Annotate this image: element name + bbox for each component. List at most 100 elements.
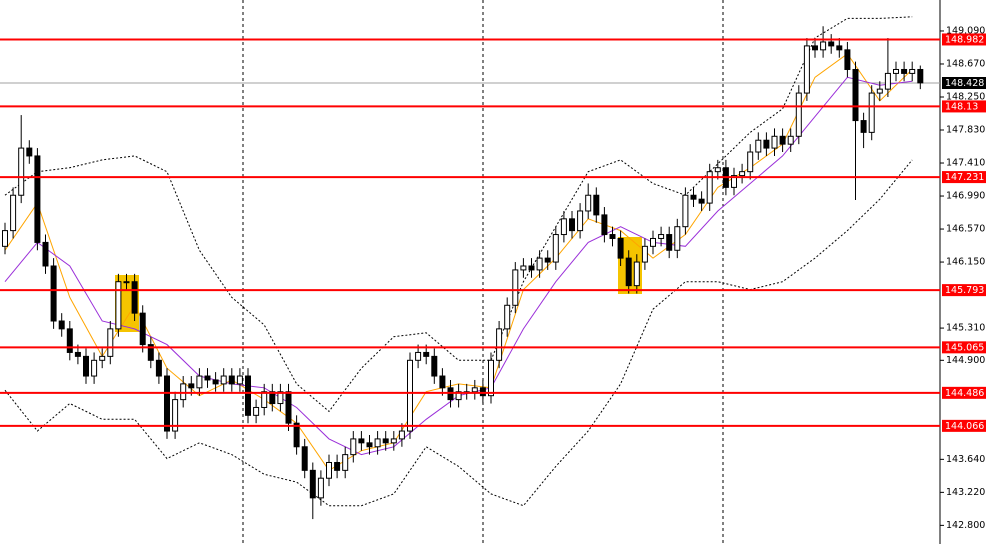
- candle-body: [285, 391, 292, 424]
- level-label: 148.13: [945, 101, 978, 112]
- candle-body: [479, 387, 486, 397]
- level-label: 145.793: [945, 285, 984, 296]
- candle-body: [439, 375, 446, 389]
- candle-body: [245, 375, 251, 416]
- candle-body: [83, 355, 89, 377]
- candle-body: [852, 68, 859, 122]
- y-tick-label: 143.640: [946, 454, 985, 465]
- candle-body: [180, 383, 187, 401]
- candle-body: [398, 430, 405, 440]
- candle-body: [228, 375, 235, 385]
- candle-body: [650, 237, 656, 247]
- candle-body: [860, 120, 867, 133]
- candle-body: [407, 359, 413, 432]
- candle-body: [658, 234, 665, 239]
- candle-body: [917, 68, 924, 84]
- candle-body: [317, 477, 324, 499]
- candle-body: [698, 198, 705, 204]
- level-label-box: [942, 171, 986, 184]
- candle-body: [269, 391, 276, 405]
- candle-body: [731, 175, 737, 188]
- candle-body: [91, 359, 98, 377]
- candle-body: [155, 359, 162, 377]
- candle-body: [471, 387, 478, 393]
- candle-body: [779, 135, 786, 145]
- candle-body: [350, 438, 357, 456]
- candle-body: [812, 45, 818, 51]
- y-tick-label: 148.250: [946, 91, 985, 102]
- candle-body: [455, 391, 462, 401]
- candle-body: [528, 265, 535, 271]
- candle-body: [196, 375, 203, 389]
- candle-body: [893, 68, 899, 74]
- y-tick-label: 146.150: [946, 257, 985, 268]
- candle-body: [172, 399, 179, 432]
- candle-body: [512, 269, 519, 306]
- candle-body: [253, 406, 260, 416]
- candle-body: [504, 304, 511, 330]
- candle-body: [423, 351, 430, 357]
- candle-body: [334, 461, 341, 471]
- candle-body: [909, 68, 916, 74]
- candle-body: [34, 155, 41, 243]
- candle-body: [674, 226, 681, 251]
- candle-body: [50, 265, 57, 322]
- candle-body: [787, 135, 794, 145]
- candle-body: [277, 391, 284, 405]
- candle-body: [585, 194, 592, 212]
- candle-body: [625, 257, 632, 287]
- y-tick-label: 148.670: [946, 58, 985, 69]
- candle-body: [42, 241, 49, 267]
- candle-body: [293, 422, 300, 448]
- candle-body: [828, 41, 835, 47]
- candle-body: [803, 45, 810, 94]
- candle-body: [2, 230, 8, 247]
- level-label-box: [942, 33, 986, 46]
- candle-body: [115, 281, 122, 330]
- candle-body: [139, 312, 146, 346]
- candle-body: [868, 92, 875, 133]
- candle-body: [552, 234, 559, 263]
- candle-body: [164, 375, 170, 432]
- y-tick-label: 144.900: [946, 355, 985, 366]
- candle-body: [577, 210, 584, 232]
- candle-body: [99, 355, 106, 361]
- candle-body: [706, 171, 713, 204]
- candle-body: [714, 167, 721, 173]
- candle-body: [66, 328, 73, 353]
- level-label-box: [942, 419, 986, 432]
- level-label: 144.066: [945, 421, 984, 432]
- candle-body: [739, 171, 746, 177]
- candle-body: [261, 391, 268, 408]
- candle-body: [763, 139, 770, 149]
- candle-body: [666, 234, 673, 251]
- candle-body: [747, 151, 754, 173]
- candle-body: [390, 438, 397, 444]
- candle-body: [844, 49, 851, 70]
- candle-body: [609, 234, 616, 239]
- y-tick-label: 146.990: [946, 191, 985, 202]
- candle-body: [795, 92, 802, 137]
- candle-body: [536, 257, 543, 271]
- candle-body: [569, 218, 575, 232]
- candle-body: [633, 261, 640, 287]
- candle-body: [690, 194, 697, 200]
- level-label-box: [942, 341, 986, 354]
- candle-body: [884, 72, 891, 90]
- candle-body: [366, 442, 373, 448]
- candle-body: [374, 438, 381, 448]
- candle-body: [560, 218, 567, 236]
- candle-body: [131, 281, 138, 314]
- level-label-box: [942, 386, 986, 399]
- candle-body: [901, 68, 908, 74]
- candle-body: [204, 375, 211, 381]
- candle-body: [520, 265, 527, 271]
- candle-body: [10, 194, 17, 232]
- candle-body: [107, 328, 114, 357]
- level-label-box: [942, 100, 986, 113]
- level-label: 148.982: [945, 34, 984, 45]
- y-tick-label: 143.220: [946, 487, 985, 498]
